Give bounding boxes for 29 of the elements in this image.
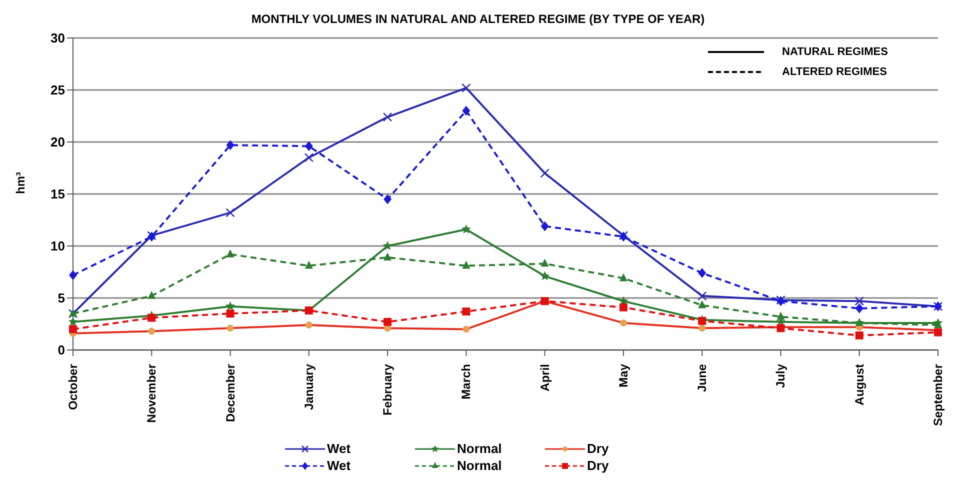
y-tick-label: 5: [58, 290, 65, 306]
x-tick-label: July: [774, 364, 788, 388]
y-tick-label: 25: [50, 82, 65, 98]
x-tick-label: October: [66, 364, 80, 410]
annotation: ALTERED REGIMES: [782, 66, 887, 78]
y-tick-label: 20: [50, 134, 65, 150]
legend-label: Wet: [327, 458, 351, 473]
chart-title: MONTHLY VOLUMES IN NATURAL AND ALTERED REGIME (BY TYPE OF YEAR): [250, 11, 706, 28]
x-tick-label: June: [695, 364, 710, 392]
x-tick-label: August: [852, 364, 866, 406]
annotation: NATURAL REGIMES: [782, 46, 888, 58]
legend-label: Dry: [587, 458, 609, 473]
x-tick-label: November: [144, 364, 159, 423]
x-tick-label: April: [538, 364, 552, 392]
x-tick-label: September: [931, 364, 945, 426]
legend-label: Dry: [587, 441, 609, 456]
legend-label: Wet: [327, 441, 351, 456]
y-tick-label: 30: [50, 30, 65, 46]
legend-label: Normal: [457, 441, 502, 456]
y-tick-label: 15: [50, 186, 65, 202]
y-axis-title: hm³: [13, 172, 28, 194]
y-tick-label: 10: [50, 238, 65, 254]
x-tick-label: March: [459, 364, 474, 400]
y-tick-label: 0: [58, 342, 65, 358]
x-tick-label: December: [223, 364, 238, 422]
x-tick-label: May: [616, 364, 630, 388]
legend-label: Normal: [457, 458, 502, 473]
x-tick-label: January: [302, 364, 316, 410]
x-tick-label: February: [380, 364, 395, 416]
